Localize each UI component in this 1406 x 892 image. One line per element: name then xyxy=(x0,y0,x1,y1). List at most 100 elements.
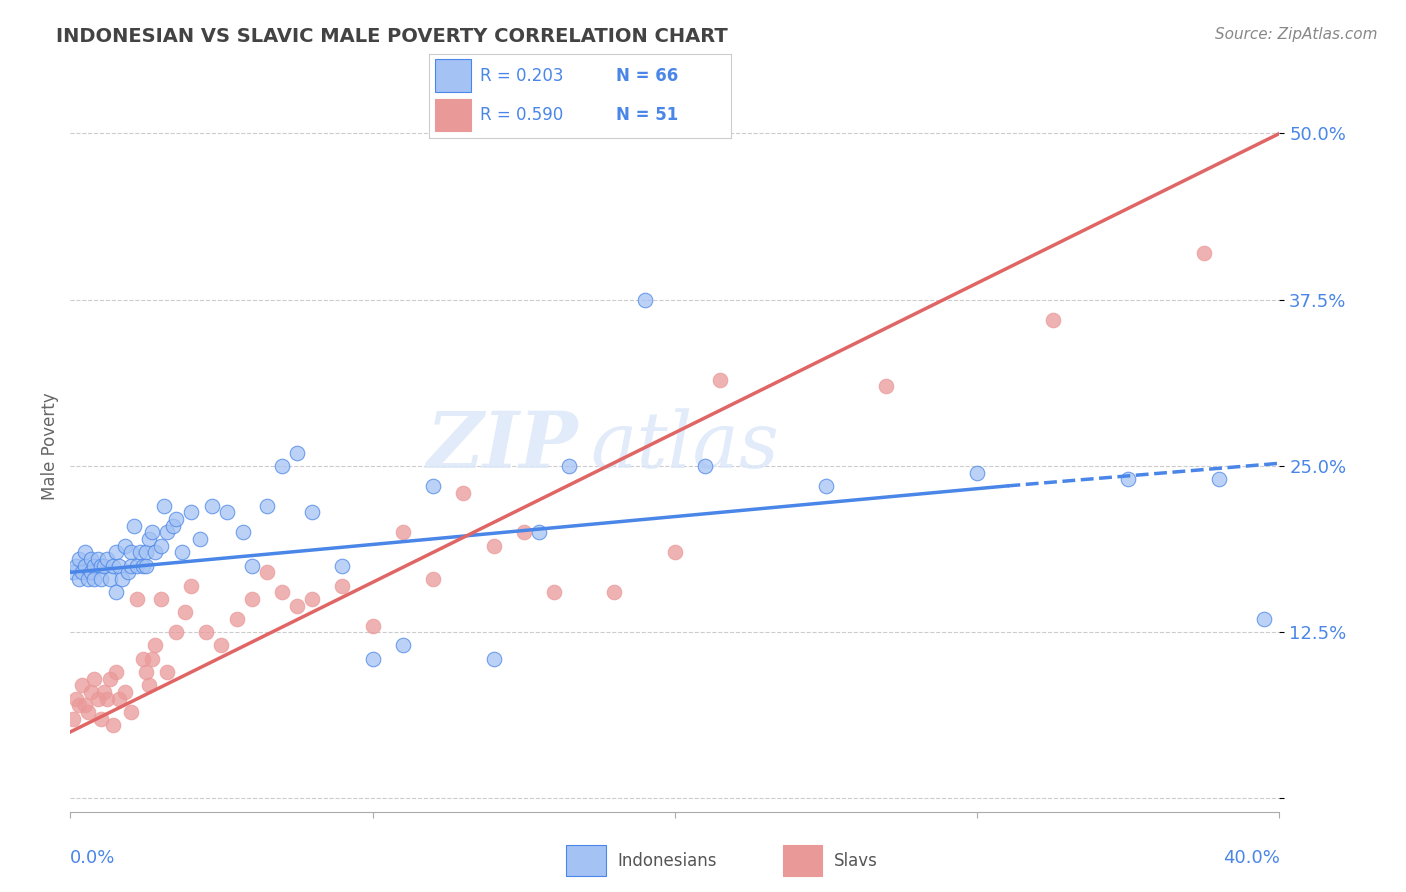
Point xyxy=(174,605,197,619)
Point xyxy=(211,639,233,653)
Point xyxy=(201,499,224,513)
Point xyxy=(285,445,308,459)
Point xyxy=(633,293,655,307)
Point xyxy=(1192,246,1215,260)
Point xyxy=(132,652,155,666)
Point xyxy=(709,372,731,386)
Point xyxy=(86,691,108,706)
Point xyxy=(285,599,308,613)
Text: R = 0.203: R = 0.203 xyxy=(481,67,564,85)
Point xyxy=(391,639,415,653)
Point xyxy=(65,691,87,706)
Point xyxy=(83,572,105,586)
Point xyxy=(98,672,121,686)
Point xyxy=(513,525,536,540)
Point xyxy=(156,665,179,679)
Point xyxy=(693,458,716,473)
Text: Slavs: Slavs xyxy=(834,852,877,870)
Point xyxy=(240,558,263,573)
Point xyxy=(72,678,94,692)
Point xyxy=(107,558,129,573)
Y-axis label: Male Poverty: Male Poverty xyxy=(41,392,59,500)
Point xyxy=(256,566,278,580)
Point xyxy=(150,539,172,553)
Point xyxy=(1253,612,1275,626)
Point xyxy=(120,705,142,719)
Point xyxy=(1208,472,1230,486)
Bar xyxy=(434,99,471,131)
Point xyxy=(83,672,105,686)
Bar xyxy=(783,846,823,876)
Point xyxy=(141,525,163,540)
Point xyxy=(482,652,505,666)
Point xyxy=(90,572,111,586)
Point xyxy=(93,685,115,699)
Point xyxy=(104,585,127,599)
Point xyxy=(96,691,118,706)
Point xyxy=(138,532,160,546)
Point xyxy=(114,539,136,553)
Point xyxy=(80,685,103,699)
Point xyxy=(543,585,565,599)
Text: 40.0%: 40.0% xyxy=(1223,849,1279,867)
Point xyxy=(67,572,90,586)
Point xyxy=(114,685,136,699)
Point xyxy=(67,698,90,713)
Point xyxy=(527,525,550,540)
Point xyxy=(217,506,239,520)
Text: Source: ZipAtlas.com: Source: ZipAtlas.com xyxy=(1215,27,1378,42)
Bar xyxy=(434,60,471,92)
Point xyxy=(422,479,444,493)
Point xyxy=(361,652,384,666)
Point xyxy=(875,379,898,393)
Point xyxy=(132,558,155,573)
Point xyxy=(80,552,103,566)
Point xyxy=(153,499,176,513)
Point xyxy=(120,558,142,573)
Point xyxy=(270,585,294,599)
Point xyxy=(332,558,354,573)
Point xyxy=(1116,472,1139,486)
Point xyxy=(603,585,626,599)
Point xyxy=(128,545,150,559)
Point xyxy=(143,639,166,653)
Text: N = 51: N = 51 xyxy=(616,106,679,124)
Point xyxy=(101,558,124,573)
Point xyxy=(180,506,202,520)
Point xyxy=(135,558,157,573)
Point xyxy=(270,458,294,473)
Point xyxy=(135,545,157,559)
Point xyxy=(332,579,354,593)
Point xyxy=(75,545,97,559)
Point xyxy=(156,525,179,540)
Point xyxy=(96,552,118,566)
Point xyxy=(80,566,103,580)
Point xyxy=(1042,312,1064,326)
Point xyxy=(75,558,97,573)
Point xyxy=(180,579,202,593)
Point xyxy=(83,558,105,573)
Text: N = 66: N = 66 xyxy=(616,67,679,85)
Text: R = 0.590: R = 0.590 xyxy=(481,106,564,124)
Point xyxy=(65,558,87,573)
Point xyxy=(165,512,187,526)
Point xyxy=(101,718,124,732)
Point xyxy=(104,545,127,559)
Point xyxy=(77,572,100,586)
Point xyxy=(422,572,444,586)
Point xyxy=(165,625,187,640)
Point xyxy=(150,591,172,606)
Point xyxy=(90,712,111,726)
Point xyxy=(104,665,127,679)
Point xyxy=(111,572,134,586)
Point xyxy=(62,566,84,580)
Text: Indonesians: Indonesians xyxy=(617,852,717,870)
Point xyxy=(232,525,254,540)
Text: ZIP: ZIP xyxy=(426,408,578,484)
Text: 0.0%: 0.0% xyxy=(70,849,115,867)
Point xyxy=(86,552,108,566)
Point xyxy=(90,558,111,573)
Point xyxy=(125,591,148,606)
Point xyxy=(67,552,90,566)
Point xyxy=(141,652,163,666)
